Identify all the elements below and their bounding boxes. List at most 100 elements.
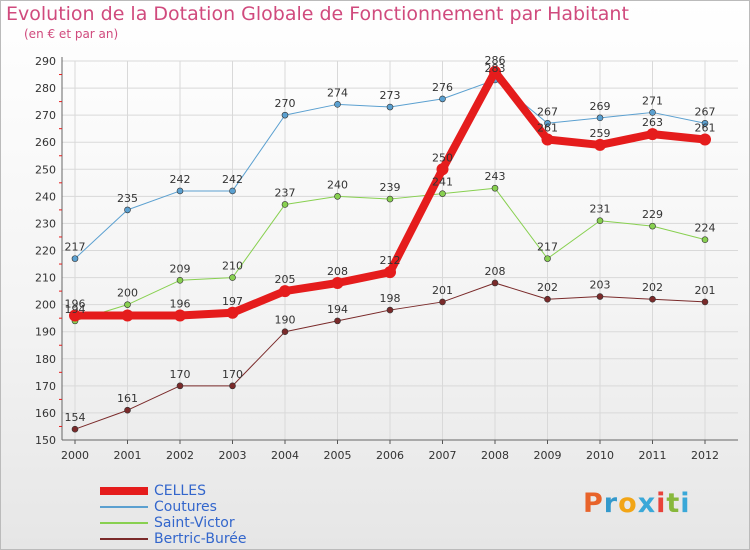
legend-item: CELLES bbox=[100, 483, 247, 499]
data-label: 235 bbox=[117, 192, 138, 205]
x-tick-label: 2011 bbox=[639, 449, 667, 462]
data-label: 200 bbox=[117, 287, 138, 300]
data-point bbox=[176, 382, 184, 390]
data-point bbox=[176, 187, 184, 195]
proxiti-logo: Proxiti bbox=[583, 488, 691, 519]
data-point bbox=[229, 274, 236, 281]
data-label: 170 bbox=[222, 368, 243, 381]
data-label: 261 bbox=[537, 122, 558, 135]
data-label: 201 bbox=[432, 284, 453, 297]
data-label: 217 bbox=[65, 241, 86, 254]
data-point bbox=[386, 103, 394, 111]
data-point bbox=[701, 298, 709, 306]
data-label: 202 bbox=[537, 281, 558, 294]
data-label: 276 bbox=[432, 81, 453, 94]
data-point bbox=[226, 306, 239, 319]
data-label: 273 bbox=[380, 89, 401, 102]
logo-letter: i bbox=[680, 488, 691, 519]
legend-label: Bertric-Burée bbox=[154, 531, 247, 547]
data-point bbox=[646, 128, 659, 141]
data-label: 239 bbox=[380, 181, 401, 194]
data-point bbox=[439, 298, 446, 306]
chart-title: Evolution de la Dotation Globale de Fonc… bbox=[6, 3, 629, 25]
data-point bbox=[281, 111, 289, 119]
data-label: 210 bbox=[222, 260, 243, 273]
data-label: 241 bbox=[432, 176, 453, 189]
data-label: 209 bbox=[170, 262, 191, 275]
y-tick-label: 270 bbox=[35, 109, 56, 122]
x-tick-label: 2005 bbox=[324, 449, 352, 462]
data-point bbox=[491, 184, 499, 192]
data-point bbox=[436, 163, 449, 176]
data-label: 224 bbox=[695, 222, 716, 235]
x-tick-label: 2012 bbox=[691, 449, 719, 462]
data-label: 190 bbox=[275, 314, 296, 327]
data-point bbox=[491, 279, 499, 287]
data-point bbox=[69, 309, 81, 322]
legend-swatch bbox=[100, 506, 148, 508]
data-label: 242 bbox=[170, 173, 191, 186]
data-point bbox=[544, 255, 551, 262]
data-label: 263 bbox=[642, 116, 663, 129]
data-label: 154 bbox=[65, 411, 86, 424]
data-point bbox=[384, 266, 396, 279]
data-label: 261 bbox=[695, 122, 716, 135]
data-label: 198 bbox=[380, 292, 401, 305]
data-point bbox=[439, 190, 446, 197]
data-point bbox=[596, 293, 604, 300]
data-point bbox=[699, 133, 711, 146]
x-tick-label: 2007 bbox=[429, 449, 457, 462]
data-point bbox=[121, 309, 134, 322]
y-tick-label: 290 bbox=[35, 55, 56, 68]
data-label: 267 bbox=[695, 105, 716, 118]
logo-letter: P bbox=[583, 488, 604, 519]
data-point bbox=[649, 109, 656, 116]
data-label: 170 bbox=[170, 368, 191, 381]
data-point bbox=[124, 406, 131, 414]
data-point bbox=[229, 382, 236, 390]
data-label: 274 bbox=[327, 86, 348, 99]
y-tick-label: 260 bbox=[35, 136, 56, 149]
data-point bbox=[649, 295, 656, 303]
y-tick-label: 240 bbox=[35, 190, 56, 203]
data-point bbox=[701, 119, 709, 127]
data-label: 196 bbox=[65, 297, 86, 310]
legend-swatch bbox=[100, 538, 148, 540]
legend-label: Coutures bbox=[154, 499, 217, 515]
y-tick-label: 200 bbox=[35, 299, 56, 312]
data-point bbox=[489, 65, 501, 78]
data-label: 269 bbox=[590, 100, 611, 113]
data-point bbox=[596, 114, 604, 122]
x-tick-label: 2004 bbox=[271, 449, 299, 462]
data-label: 196 bbox=[170, 297, 191, 310]
data-point bbox=[334, 193, 341, 200]
y-tick-label: 180 bbox=[35, 353, 56, 366]
chart-subtitle: (en € et par an) bbox=[24, 27, 119, 41]
y-tick-label: 280 bbox=[35, 82, 56, 95]
chart-legend: CELLES Coutures Saint-Victor Bertric-Burée bbox=[100, 483, 247, 547]
data-point bbox=[279, 285, 291, 298]
logo-letter: o bbox=[618, 488, 638, 519]
legend-swatch bbox=[100, 522, 148, 524]
data-label: 242 bbox=[222, 173, 243, 186]
data-label: 212 bbox=[380, 254, 401, 267]
data-label: 205 bbox=[275, 273, 296, 286]
data-point bbox=[176, 276, 184, 284]
data-label: 283 bbox=[485, 62, 506, 75]
x-tick-label: 2002 bbox=[166, 449, 194, 462]
legend-item: Saint-Victor bbox=[100, 515, 247, 531]
legend-label: Saint-Victor bbox=[154, 515, 235, 531]
x-tick-label: 2003 bbox=[219, 449, 247, 462]
data-point bbox=[71, 255, 79, 262]
data-label: 270 bbox=[275, 97, 296, 110]
x-tick-label: 2000 bbox=[61, 449, 89, 462]
data-label: 197 bbox=[222, 295, 243, 308]
data-label: 286 bbox=[485, 54, 506, 67]
data-label: 203 bbox=[590, 279, 611, 292]
data-label: 231 bbox=[590, 203, 611, 216]
logo-letter: i bbox=[656, 488, 667, 519]
data-label: 161 bbox=[117, 392, 138, 405]
data-label: 237 bbox=[275, 186, 296, 199]
x-tick-label: 2010 bbox=[586, 449, 614, 462]
